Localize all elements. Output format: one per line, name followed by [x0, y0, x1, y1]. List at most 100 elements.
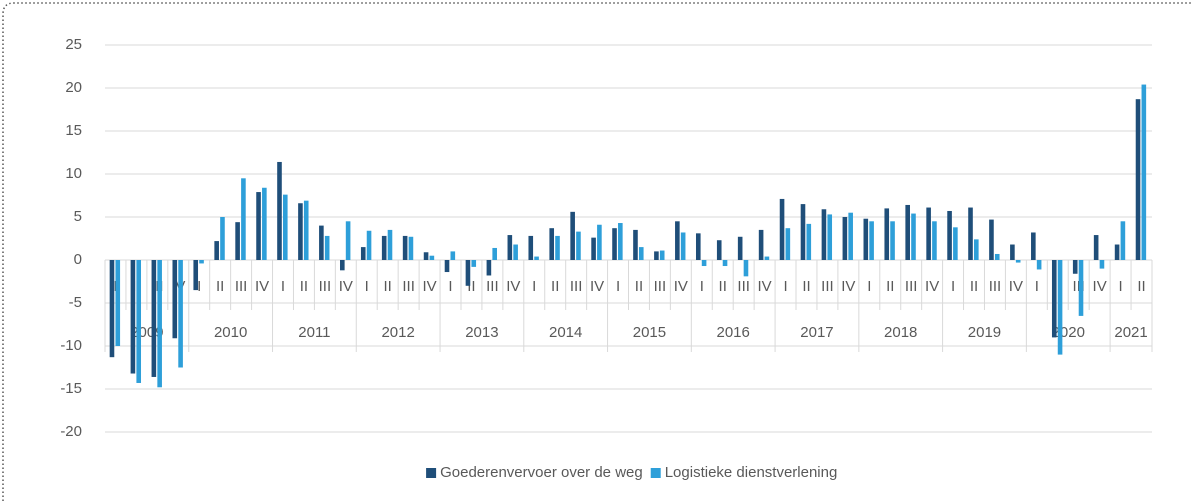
bar [800, 204, 806, 260]
bar [932, 221, 937, 260]
x-tick-label: I [867, 278, 871, 295]
bar [1099, 260, 1105, 269]
bar [1141, 84, 1147, 260]
bar [298, 203, 303, 260]
bar [303, 200, 309, 260]
bar [659, 250, 665, 260]
x-tick-label: I [1119, 278, 1123, 295]
bar [151, 260, 157, 377]
bar [863, 218, 869, 260]
bar [821, 209, 827, 260]
bar [737, 236, 743, 260]
x-tick-label: III [486, 278, 499, 295]
bar [381, 235, 387, 260]
bar [492, 247, 497, 260]
bar [1135, 99, 1141, 261]
bar [214, 241, 219, 260]
bar [806, 223, 812, 260]
bar [402, 235, 408, 260]
bar [842, 217, 848, 260]
bar [968, 207, 973, 260]
bar [570, 211, 575, 260]
year-label: 2019 [968, 324, 1001, 341]
legend-label: Logistieke dienstverlening [665, 464, 838, 481]
x-tick-label: II [300, 278, 308, 295]
bar [429, 255, 435, 260]
x-tick-label: II [886, 278, 894, 295]
x-tick-label: IV [1093, 278, 1107, 295]
bar [471, 260, 477, 267]
bar [612, 228, 617, 260]
year-label: 2017 [800, 324, 833, 341]
bar [220, 217, 225, 260]
bar [549, 228, 555, 260]
x-tick-label: I [616, 278, 620, 295]
y-tick-label: -20 [60, 423, 82, 440]
x-tick-label: IV [506, 278, 520, 295]
bar [130, 260, 136, 374]
y-tick-label: -10 [60, 337, 82, 354]
bar [905, 204, 910, 260]
year-label: 2018 [884, 324, 917, 341]
bar [994, 253, 1000, 260]
bar [974, 239, 979, 260]
bar [716, 240, 722, 260]
x-tick-label: III [235, 278, 248, 295]
bar [450, 251, 456, 260]
y-tick-label: 25 [65, 36, 82, 53]
bar [387, 229, 393, 260]
x-tick-label: II [970, 278, 978, 295]
bar [1093, 235, 1099, 260]
bar [172, 260, 178, 339]
x-tick-label: III [319, 278, 332, 295]
bar [1015, 260, 1021, 263]
x-tick-label: IV [255, 278, 269, 295]
bar [256, 192, 261, 260]
bar [534, 256, 539, 260]
y-tick-label: -5 [69, 294, 82, 311]
x-tick-label: IV [422, 278, 436, 295]
x-tick-label: I [448, 278, 452, 295]
bar [1114, 244, 1120, 260]
x-tick-label: II [551, 278, 559, 295]
x-tick-label: III [654, 278, 667, 295]
x-tick-label: IV [339, 278, 353, 295]
bar [157, 260, 162, 388]
x-tick-label: I [197, 278, 201, 295]
x-tick-label: II [719, 278, 727, 295]
x-tick-label: IV [758, 278, 772, 295]
legend-label: Goederenvervoer over de weg [440, 464, 643, 481]
bar [528, 235, 534, 260]
bar [785, 228, 791, 260]
x-tick-label: II [635, 278, 643, 295]
bar [366, 230, 372, 260]
bar [654, 251, 659, 260]
bar [597, 224, 602, 260]
bar [136, 260, 142, 383]
bar [638, 247, 644, 260]
bar [1072, 260, 1078, 274]
x-tick-label: III [905, 278, 918, 295]
x-tick-label: I [1035, 278, 1039, 295]
bar [576, 231, 581, 260]
bar [701, 260, 707, 267]
bar [408, 236, 414, 260]
x-tick-label: III [737, 278, 750, 295]
bar [465, 260, 471, 286]
bar [507, 235, 513, 260]
bar [869, 221, 874, 260]
bar [324, 235, 330, 260]
bar [282, 194, 288, 260]
bar [109, 260, 115, 358]
x-tick-label: I [532, 278, 536, 295]
x-tick-label: I [365, 278, 369, 295]
y-tick-label: 15 [65, 122, 82, 139]
y-tick-label: 20 [65, 79, 82, 96]
bar [989, 219, 994, 260]
year-label: 2012 [381, 324, 414, 341]
bar [1078, 260, 1084, 316]
x-tick-label: II [384, 278, 392, 295]
